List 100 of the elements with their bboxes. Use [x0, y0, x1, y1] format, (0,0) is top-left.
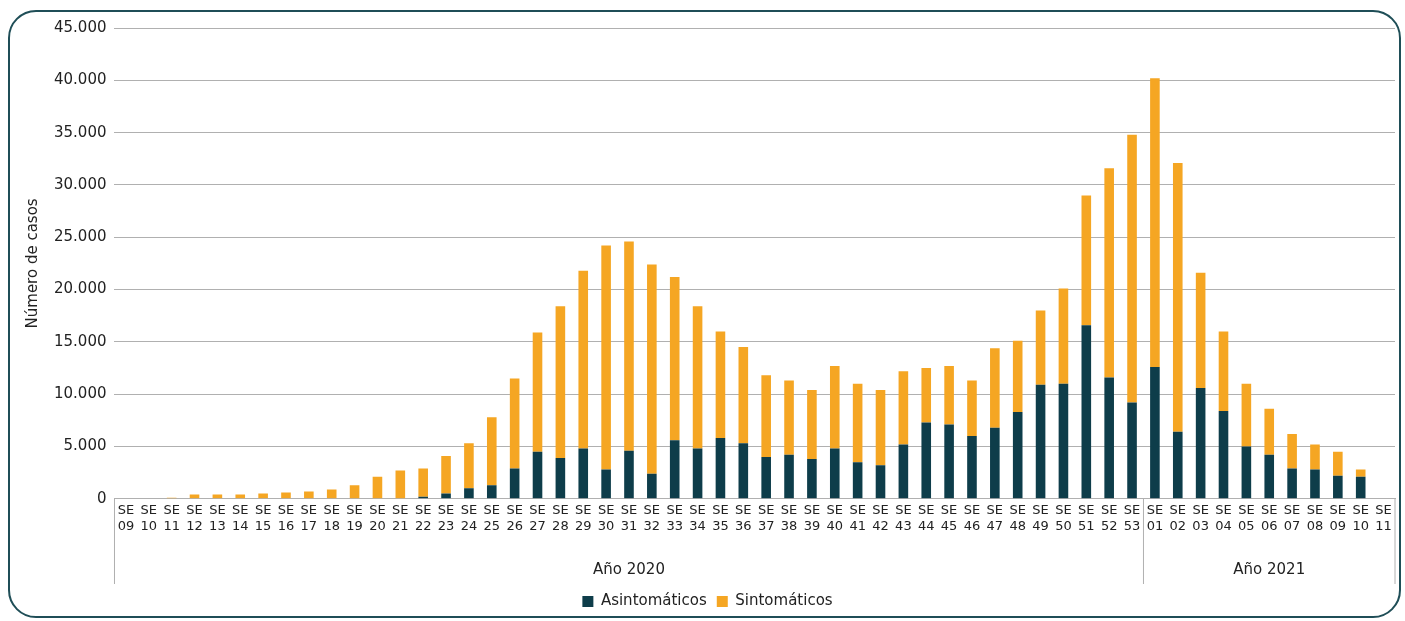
bar [761, 375, 771, 457]
x-tick-label: SE 22 [414, 501, 432, 533]
x-tick-label: SE 18 [323, 501, 340, 533]
bar [1081, 195, 1092, 326]
bar [555, 458, 566, 499]
x-tick-label: SE 11 [1375, 501, 1392, 533]
bar [1150, 366, 1160, 499]
bar [715, 438, 726, 499]
x-tick-label: SE 40 [826, 501, 844, 533]
bar [875, 389, 886, 466]
bar [509, 468, 520, 499]
x-tick-label: SE 48 [1009, 501, 1026, 533]
bar [1241, 446, 1252, 499]
bar [990, 427, 1000, 499]
bar [395, 470, 406, 499]
x-tick-label: SE 30 [597, 501, 615, 533]
bar [852, 383, 863, 463]
bar [1333, 451, 1343, 476]
bar [441, 455, 451, 494]
bar [761, 456, 771, 499]
bar [1172, 431, 1183, 499]
x-tick-label: SE 12 [186, 501, 203, 533]
x-tick-label: SE 09 [117, 501, 135, 533]
bar [692, 448, 703, 499]
x-tick-label: SE 03 [1192, 501, 1209, 533]
bar [1333, 475, 1343, 499]
text: Año 2020 [593, 559, 665, 578]
bar [532, 451, 543, 499]
x-tick-label: SE 10 [140, 501, 158, 533]
x-tick-label: SE 37 [757, 501, 775, 533]
bar [921, 368, 932, 423]
bar [944, 365, 954, 425]
x-tick-label: SE 45 [940, 501, 958, 533]
bar [1264, 454, 1275, 499]
bar [1287, 468, 1297, 499]
x-tick-label: SE 33 [666, 501, 683, 533]
bar [852, 462, 863, 499]
bar [1127, 134, 1137, 403]
bar [669, 277, 680, 441]
bar [281, 492, 291, 499]
y-tick-label: 35.000 [53, 122, 107, 141]
y-tick-label: 45.000 [53, 17, 107, 36]
x-tick-label: SE 47 [986, 501, 1004, 533]
bar [1081, 325, 1092, 499]
y-tick-label: 25.000 [53, 227, 107, 246]
bar [875, 465, 886, 499]
bar [715, 331, 726, 439]
x-tick-label: SE 52 [1100, 501, 1118, 533]
bar [601, 245, 611, 470]
bar [1104, 168, 1114, 378]
bar [990, 348, 1000, 428]
bar [578, 448, 589, 499]
x-tick-label: SE 24 [460, 501, 478, 533]
bar [1218, 410, 1229, 499]
bar [624, 450, 634, 499]
x-tick-label: SE 23 [437, 501, 455, 533]
legend-label: Sintomáticos [735, 591, 833, 610]
legend-label: Asintomáticos [600, 591, 707, 610]
x-tick-label: SE 36 [735, 501, 752, 533]
bar [555, 306, 566, 458]
bar [464, 488, 474, 499]
bar [692, 306, 703, 449]
bar [807, 459, 817, 499]
x-tick-label: SE 51 [1078, 501, 1095, 533]
bar [1035, 310, 1046, 385]
bar [898, 371, 909, 445]
bar [784, 380, 794, 455]
bar [944, 424, 954, 499]
bar [898, 444, 909, 499]
bar [464, 443, 474, 489]
x-tick-label: SE 38 [780, 501, 798, 533]
text: Año 2021 [1233, 559, 1306, 578]
bar [1104, 377, 1114, 499]
x-tick-label: SE 07 [1283, 501, 1301, 533]
x-tick-label: SE 04 [1215, 501, 1232, 533]
bar [1195, 272, 1206, 388]
x-tick-label: SE 05 [1238, 501, 1255, 533]
bar [829, 365, 840, 449]
x-tick-label: SE 09 [1329, 501, 1347, 533]
x-tick-label: SE 01 [1146, 501, 1164, 533]
bar [1355, 469, 1366, 477]
x-tick-label: SE 27 [529, 501, 546, 533]
x-tick-label: SE 32 [643, 501, 661, 533]
x-tick-label: SE 02 [1169, 501, 1187, 533]
bar [1287, 433, 1297, 469]
x-tick-label: SE 14 [231, 501, 249, 533]
x-tick-label: SE 34 [689, 501, 706, 533]
x-tick-label: SE 46 [963, 501, 981, 533]
x-tick-label: SE 21 [392, 501, 409, 533]
bar [967, 436, 977, 499]
bar [1127, 402, 1137, 499]
x-tick-label: SE 28 [552, 501, 569, 533]
y-tick-label: 15.000 [53, 331, 107, 350]
x-tick-label: SE 10 [1352, 501, 1369, 533]
bar [418, 468, 428, 497]
bar [784, 454, 794, 499]
bar [1310, 469, 1320, 499]
x-tick-label: SE 16 [277, 501, 295, 533]
x-tick-label: SE 15 [254, 501, 272, 533]
bar [326, 489, 337, 499]
